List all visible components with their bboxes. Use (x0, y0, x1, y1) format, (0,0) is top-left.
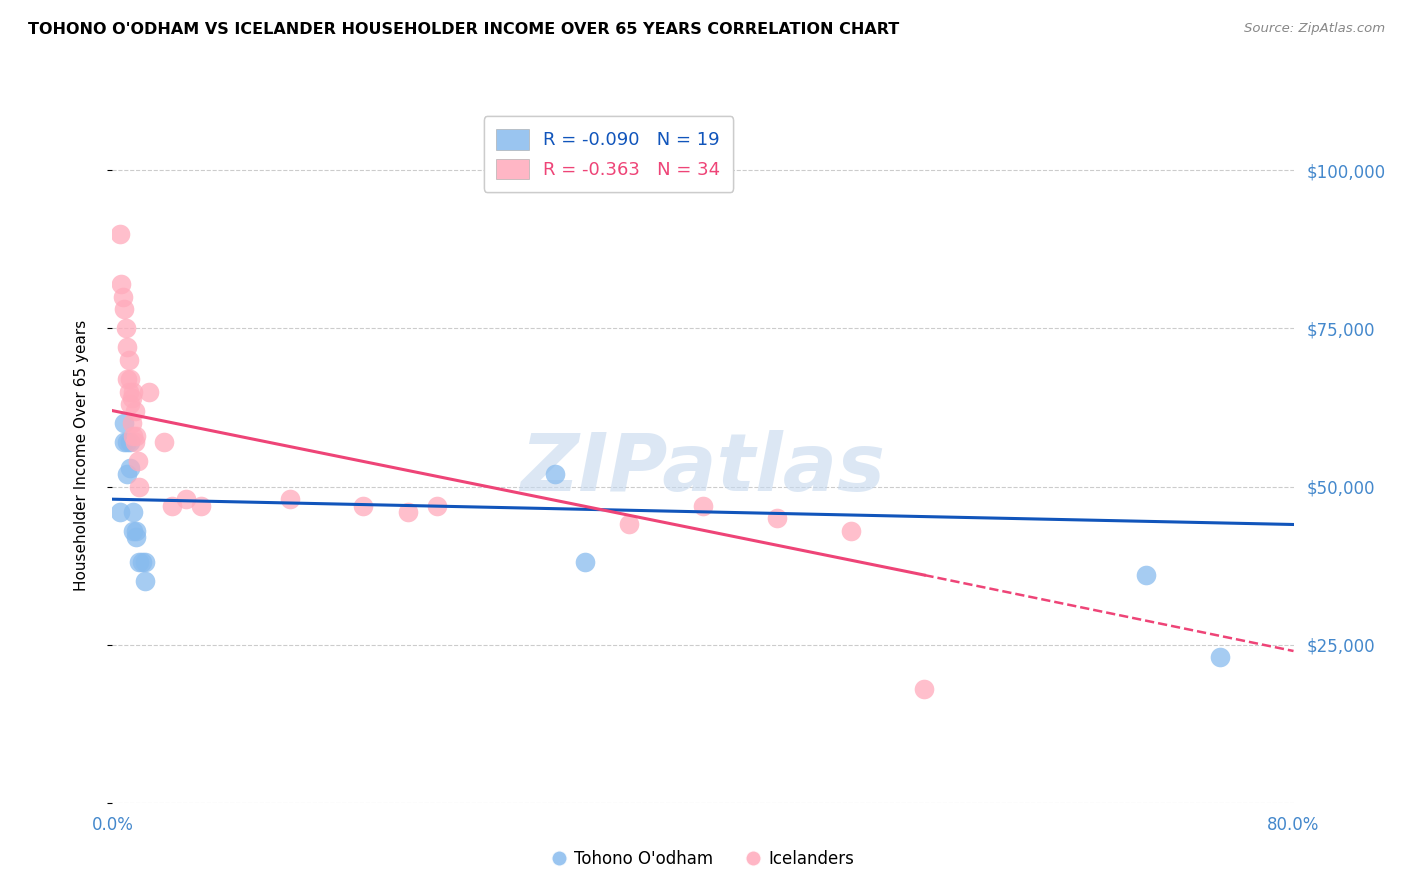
Point (117, 467, 138, 481)
Point (125, 530, 148, 544)
Point (120, 460, 142, 475)
Legend: Tohono O'odham, Icelanders: Tohono O'odham, Icelanders (546, 844, 860, 875)
Point (114, 321, 136, 335)
Point (125, 429, 148, 443)
Point (122, 429, 145, 443)
Point (138, 384, 160, 399)
Point (124, 435, 146, 450)
Point (117, 372, 138, 386)
Point (112, 435, 135, 450)
Point (396, 505, 419, 519)
Text: TOHONO O'ODHAM VS ICELANDER HOUSEHOLDER INCOME OVER 65 YEARS CORRELATION CHART: TOHONO O'ODHAM VS ICELANDER HOUSEHOLDER … (28, 22, 900, 37)
Point (128, 556, 150, 570)
Point (134, 574, 156, 589)
Point (121, 391, 143, 405)
Y-axis label: Householder Income Over 65 years: Householder Income Over 65 years (75, 319, 89, 591)
Point (131, 556, 153, 570)
Point (692, 499, 714, 513)
Point (839, 524, 862, 538)
Point (125, 524, 148, 538)
Legend: R = -0.090   N = 19, R = -0.363   N = 34: R = -0.090 N = 19, R = -0.363 N = 34 (484, 116, 733, 192)
Point (120, 435, 142, 450)
Point (122, 524, 145, 538)
Point (153, 435, 176, 450)
Point (110, 277, 132, 292)
Point (117, 340, 138, 354)
Point (122, 384, 145, 399)
Point (174, 492, 197, 507)
Point (111, 290, 134, 304)
Point (766, 511, 789, 525)
Point (120, 397, 142, 411)
Text: ZIPatlas: ZIPatlas (520, 430, 886, 508)
Point (118, 384, 141, 399)
Point (108, 505, 131, 519)
Point (574, 556, 596, 570)
Point (1135, 568, 1157, 582)
Point (112, 302, 135, 317)
Point (426, 499, 449, 513)
Point (118, 353, 141, 368)
Point (352, 499, 374, 513)
Point (134, 556, 156, 570)
Point (112, 417, 135, 431)
Point (190, 499, 212, 513)
Point (121, 417, 143, 431)
Point (278, 492, 301, 507)
Point (124, 403, 146, 417)
Point (544, 467, 567, 481)
Point (117, 435, 138, 450)
Text: Source: ZipAtlas.com: Source: ZipAtlas.com (1244, 22, 1385, 36)
Point (122, 505, 145, 519)
Point (1208, 650, 1232, 665)
Point (108, 227, 131, 241)
Point (128, 479, 150, 493)
Point (120, 372, 142, 386)
Point (619, 517, 641, 532)
Point (160, 499, 183, 513)
Point (127, 454, 149, 468)
Point (914, 681, 936, 696)
